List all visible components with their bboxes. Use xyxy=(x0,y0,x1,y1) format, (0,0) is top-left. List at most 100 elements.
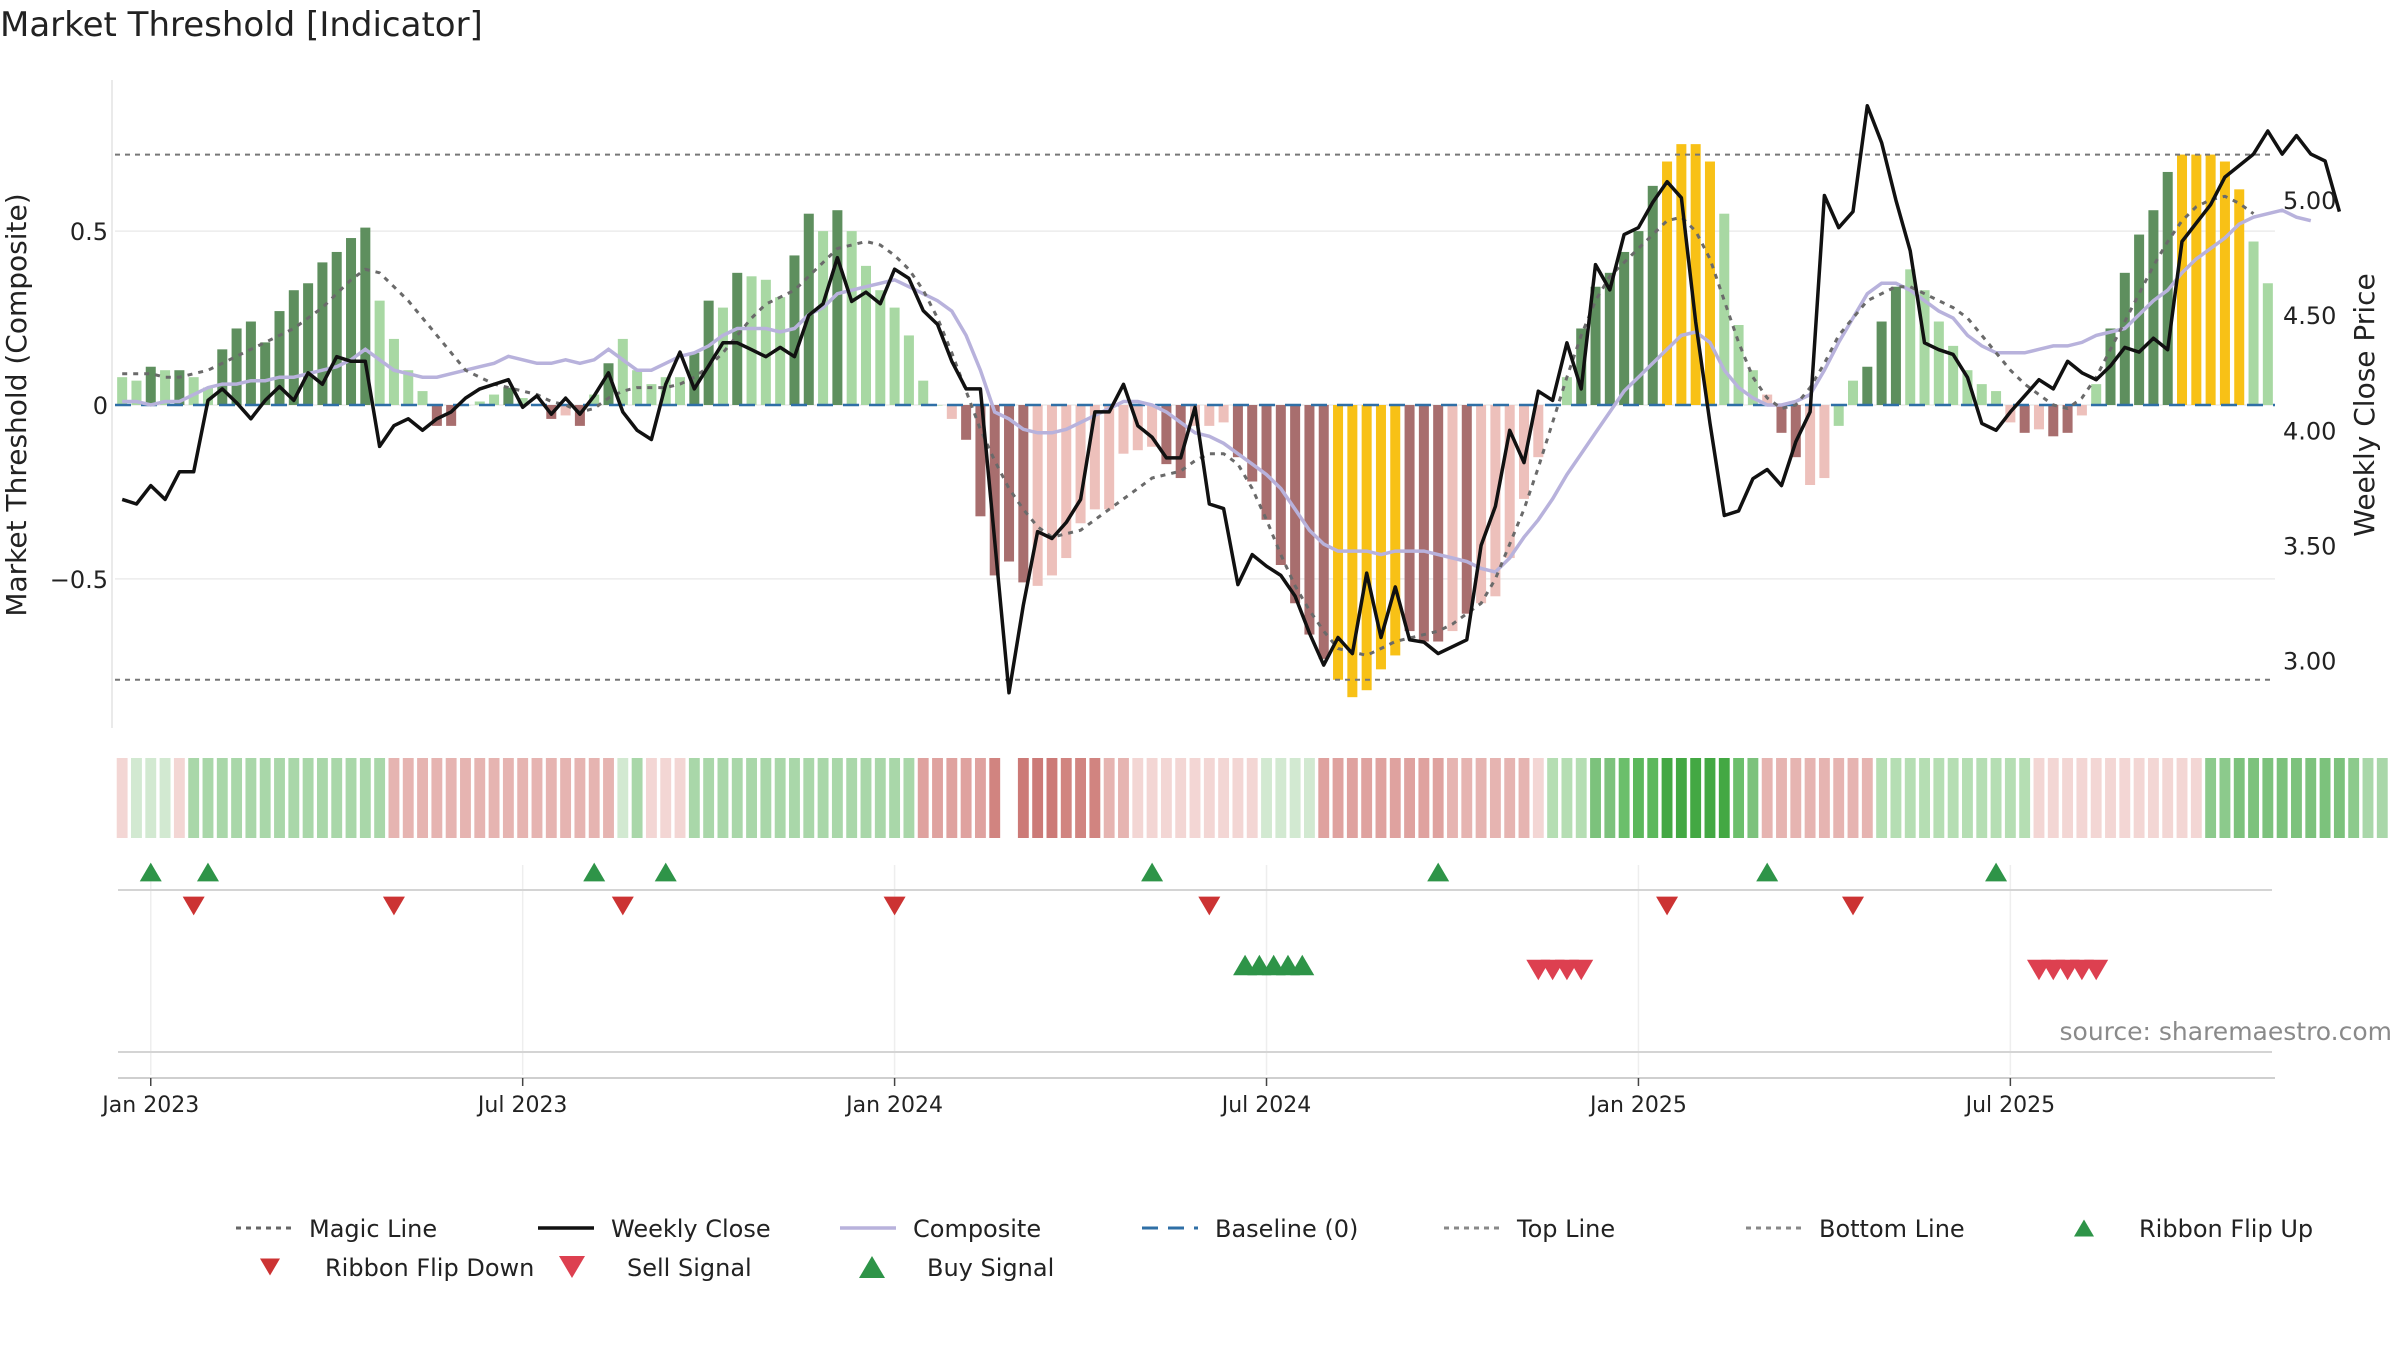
ribbon-cell xyxy=(1504,758,1516,838)
ribbon-cell xyxy=(1375,758,1387,838)
ribbon-cell xyxy=(2119,758,2131,838)
composite-bar xyxy=(274,311,285,405)
ribbon-cell xyxy=(2362,758,2374,838)
ribbon-cell xyxy=(874,758,886,838)
composite-bar xyxy=(1061,405,1072,559)
composite-bar xyxy=(1719,213,1730,405)
legend-marker xyxy=(559,1255,585,1279)
ribbon-cell xyxy=(2205,758,2217,838)
ribbon-cell xyxy=(688,758,700,838)
ribbon-cell xyxy=(1060,758,1072,838)
x-tick-label: Jan 2023 xyxy=(100,1093,199,1118)
legend-label: Magic Line xyxy=(309,1215,437,1243)
ribbon-cell xyxy=(588,758,600,838)
composite-bar xyxy=(1404,405,1415,632)
ribbon-cell xyxy=(359,758,371,838)
composite-bar xyxy=(1919,290,1930,405)
ribbon-cell xyxy=(302,758,314,838)
composite-bar xyxy=(1676,144,1687,405)
legend-label: Weekly Close xyxy=(611,1215,771,1243)
ribbon-cell xyxy=(2047,758,2059,838)
ribbon-cell xyxy=(2147,758,2159,838)
composite-bar xyxy=(775,297,786,405)
composite-bar xyxy=(1504,405,1515,559)
composite-bar xyxy=(875,290,886,405)
legend-item: Top Line xyxy=(1444,1215,1615,1243)
legend-label: Composite xyxy=(913,1215,1041,1243)
composite-bar xyxy=(1790,405,1801,458)
ribbon-cell xyxy=(1146,758,1158,838)
ribbon-cell xyxy=(431,758,443,838)
composite-bar xyxy=(1948,345,1959,405)
ribbon-cell xyxy=(803,758,815,838)
ribbon-cell xyxy=(1003,758,1015,838)
composite-bar xyxy=(2019,405,2030,433)
composite-bar xyxy=(560,405,571,416)
ribbon-cell xyxy=(2291,758,2302,838)
legend-label: Baseline (0) xyxy=(1215,1215,1358,1243)
composite-bar xyxy=(417,391,428,405)
composite-bar xyxy=(1619,251,1630,405)
composite-bar xyxy=(1161,405,1172,465)
ribbon-cell xyxy=(2090,758,2102,838)
ribbon-cell xyxy=(1890,758,1902,838)
ribbon-cell xyxy=(774,758,786,838)
composite-bar xyxy=(1533,405,1544,458)
axes: 0.5 0 −0.5 5.00 4.50 4.00 3.50 3.00 Jan 2023 Jul … xyxy=(50,80,2336,1118)
composite-bar xyxy=(1032,405,1043,586)
composite-bar xyxy=(2148,210,2159,405)
legend-item: Baseline (0) xyxy=(1142,1215,1358,1243)
composite-bar xyxy=(818,231,829,405)
composite-bar xyxy=(1590,286,1601,405)
composite-line xyxy=(122,208,2312,574)
ribbon-flip-up-marker xyxy=(654,862,677,882)
ribbon-cell xyxy=(1962,758,1973,838)
ribbon-flip-down-marker xyxy=(611,896,634,916)
composite-bar xyxy=(746,276,757,405)
ribbon-cell xyxy=(1547,758,1559,838)
ribbon-cell xyxy=(545,758,557,838)
composite-bar xyxy=(675,377,686,405)
ribbon-cell xyxy=(2305,758,2317,838)
composite-bar xyxy=(1218,405,1229,423)
composite-bar xyxy=(1776,405,1787,433)
ribbon-cell xyxy=(231,758,243,838)
composite-bar xyxy=(503,387,514,405)
ribbon-cell xyxy=(1404,758,1416,838)
composite-bar xyxy=(145,366,156,405)
composite-bar xyxy=(1318,405,1329,659)
composite-bar xyxy=(1848,380,1859,405)
composite-bar xyxy=(1418,405,1429,642)
ribbon-flip-up-marker xyxy=(1141,862,1164,882)
ribbon-cell xyxy=(2333,758,2345,838)
ribbon-cell xyxy=(846,758,858,838)
ribbon-cell xyxy=(760,758,772,838)
ribbon-cell xyxy=(1389,758,1401,838)
ribbon-cell xyxy=(1747,758,1759,838)
ribbon-cell xyxy=(245,758,257,838)
composite-bar xyxy=(517,398,528,405)
x-tick-label: Jan 2024 xyxy=(844,1093,943,1118)
composite-bar xyxy=(231,328,242,405)
ribbon-cell xyxy=(717,758,729,838)
composite-bar xyxy=(1976,384,1987,405)
legend-label: Bottom Line xyxy=(1819,1215,1965,1243)
ribbon-cell xyxy=(1232,758,1244,838)
ribbon-cell xyxy=(1575,758,1587,838)
series-lines xyxy=(115,103,2342,695)
composite-bar xyxy=(317,262,328,405)
composite-bar xyxy=(403,370,414,405)
legend-item: Bottom Line xyxy=(1746,1215,1965,1243)
ribbon-flip-down-marker xyxy=(883,896,906,916)
ribbon-cell xyxy=(1089,758,1101,838)
composite-bar xyxy=(2062,405,2073,433)
ribbon-cell xyxy=(216,758,228,838)
ribbon-cell xyxy=(331,758,343,838)
ribbon-cell xyxy=(1933,758,1945,838)
ribbon-cell xyxy=(932,758,943,838)
composite-bar xyxy=(346,238,357,405)
ribbon-cell xyxy=(2176,758,2188,838)
ribbon-cell xyxy=(1847,758,1859,838)
chart-title: Market Threshold [Indicator] xyxy=(0,5,483,45)
ribbon-cell xyxy=(1304,758,1315,838)
